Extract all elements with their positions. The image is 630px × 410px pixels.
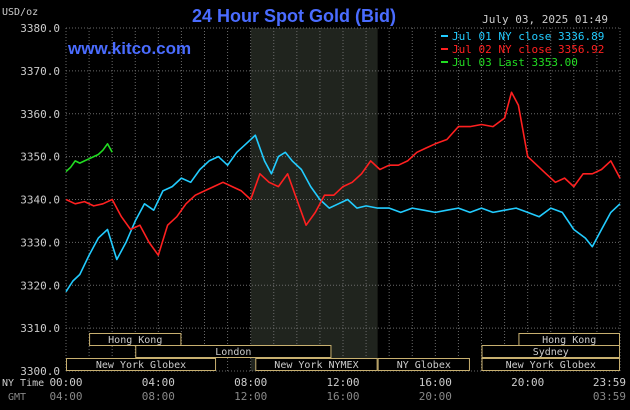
y-tick-label: 3350.0 xyxy=(20,151,60,164)
x-tick-label-gmt: 12:00 xyxy=(234,390,267,403)
y-tick-label: 3340.0 xyxy=(20,194,60,207)
market-session-label: Sydney xyxy=(533,347,569,358)
y-tick-label: 3360.0 xyxy=(20,108,60,121)
x-tick-label-ny: 23:59 xyxy=(593,376,626,389)
market-session-label: Hong Kong xyxy=(108,335,162,346)
market-session-box xyxy=(481,345,620,358)
market-session-label: New York NYMEX xyxy=(274,360,358,371)
price-series-line xyxy=(65,134,621,293)
y-tick-label: 3320.0 xyxy=(20,279,60,292)
x-tick-label-gmt: 20:00 xyxy=(419,390,452,403)
price-series-line xyxy=(65,91,621,256)
x-tick-label-ny: 20:00 xyxy=(511,376,544,389)
y-axis-label: USD/oz xyxy=(2,7,38,18)
price-series-line xyxy=(65,143,113,173)
market-session-box xyxy=(255,358,378,371)
y-tick-label: 3370.0 xyxy=(20,65,60,78)
market-session-label: New York Globex xyxy=(506,360,596,371)
x-tick-label-gmt: 03:59 xyxy=(593,390,626,403)
market-session-label: London xyxy=(215,347,251,358)
x-tick-label-ny: 00:00 xyxy=(49,376,82,389)
y-tick-label: 3380.0 xyxy=(20,22,60,35)
market-session-label: New York Globex xyxy=(96,360,186,371)
market-session-label: Hong Kong xyxy=(542,335,596,346)
x-tick-label-gmt: 16:00 xyxy=(326,390,359,403)
x-tick-label-ny: 12:00 xyxy=(326,376,359,389)
market-session-box xyxy=(377,358,470,371)
legend-entry: Jul 03 Last 3353.00 xyxy=(452,56,578,69)
x-tick-label-gmt: 08:00 xyxy=(142,390,175,403)
x-axis-label-gmt: GMT xyxy=(8,392,26,403)
x-tick-label-gmt: 04:00 xyxy=(49,390,82,403)
source-label: www.kitco.com xyxy=(67,39,191,58)
y-tick-label: 3310.0 xyxy=(20,322,60,335)
legend-entry: Jul 01 NY close 3336.89 xyxy=(452,30,604,43)
y-tick-label: 3330.0 xyxy=(20,236,60,249)
legend-entry: Jul 02 NY close 3356.92 xyxy=(452,43,604,56)
x-tick-label-ny: 16:00 xyxy=(419,376,452,389)
market-session-box xyxy=(135,345,332,358)
nymex-hours-band xyxy=(250,28,378,371)
timestamp-label: July 03, 2025 01:49 xyxy=(482,13,608,26)
x-tick-label-ny: 08:00 xyxy=(234,376,267,389)
market-session-box xyxy=(66,358,217,371)
y-tick-label: 3300.0 xyxy=(20,365,60,378)
market-session-label: NY Globex xyxy=(397,360,451,371)
x-axis-label-ny: NY Time xyxy=(2,378,44,389)
chart-title: 24 Hour Spot Gold (Bid) xyxy=(192,6,396,26)
x-tick-label-ny: 04:00 xyxy=(142,376,175,389)
market-session-box xyxy=(481,358,620,371)
